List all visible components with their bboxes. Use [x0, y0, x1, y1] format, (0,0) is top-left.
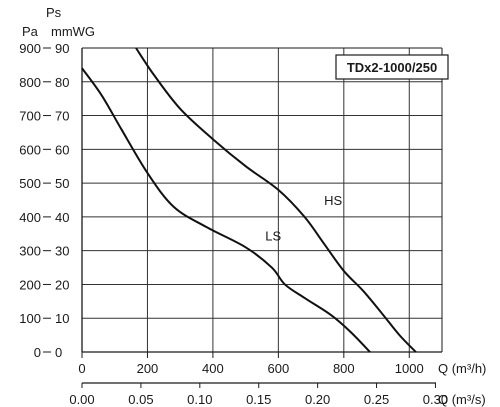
x2-tick-label-m3s: 0.20: [305, 392, 330, 407]
y-tick-label-mmwg: 60: [55, 142, 69, 157]
x-axis-label-m3s: Q (m³/s): [438, 392, 486, 407]
x2-tick-label-m3s: 0.15: [246, 392, 271, 407]
curve-label-ls: LS: [265, 229, 281, 244]
x2-tick-label-m3s: 0.25: [364, 392, 389, 407]
y-tick-label-mmwg: 40: [55, 210, 69, 225]
y-tick-label-pa: 500: [19, 176, 41, 191]
x-tick-label-m3h: 0: [78, 361, 85, 376]
x-tick-label-m3h: 200: [137, 361, 159, 376]
x-tick-label-m3h: 600: [268, 361, 290, 376]
tick-labels: 0100200300400500600700800900010203040506…: [19, 41, 448, 407]
axes: [43, 47, 443, 388]
x-tick-label-m3h: 400: [202, 361, 224, 376]
y-tick-label-mmwg: 30: [55, 244, 69, 259]
chart-title: TDx2-1000/250: [347, 60, 437, 75]
x2-tick-label-m3s: 0.30: [423, 392, 448, 407]
y-tick-label-pa: 100: [19, 311, 41, 326]
y-tick-label-mmwg: 10: [55, 311, 69, 326]
x2-tick-label-m3s: 0.10: [187, 392, 212, 407]
x-tick-label-m3h: 1000: [395, 361, 424, 376]
y-tick-label-pa: 600: [19, 142, 41, 157]
y-tick-label-pa: 900: [19, 41, 41, 56]
curve-ls: [81, 67, 371, 353]
grid: [82, 47, 442, 352]
y-tick-label-pa: 400: [19, 210, 41, 225]
y-tick-label-mmwg: 20: [55, 277, 69, 292]
y-tick-label-mmwg: 50: [55, 176, 69, 191]
curve-label-hs: HS: [324, 193, 342, 208]
model-label-box: TDx2-1000/250: [335, 54, 449, 80]
x-tick-label-m3h: 800: [333, 361, 355, 376]
x2-tick-label-m3s: 0.00: [69, 392, 94, 407]
y-tick-label-pa: 700: [19, 109, 41, 124]
y-tick-label-mmwg: 0: [55, 345, 62, 360]
y-left-unit-label: Pa: [22, 24, 39, 39]
y-tick-label-pa: 0: [34, 345, 41, 360]
y-tick-label-pa: 300: [19, 244, 41, 259]
y-right-unit-label: mmWG: [51, 24, 95, 39]
x-axis-label-m3h: Q (m³/h): [438, 361, 486, 376]
y-axis-quantity-label: Ps: [46, 5, 62, 20]
y-tick-label-mmwg: 90: [55, 41, 69, 56]
y-tick-label-pa: 200: [19, 277, 41, 292]
y-tick-label-mmwg: 70: [55, 109, 69, 124]
curve-hs: [135, 47, 417, 353]
y-tick-label-mmwg: 80: [55, 75, 69, 90]
curves: HS LS: [81, 47, 417, 353]
x2-tick-label-m3s: 0.05: [128, 392, 153, 407]
y-tick-label-pa: 800: [19, 75, 41, 90]
